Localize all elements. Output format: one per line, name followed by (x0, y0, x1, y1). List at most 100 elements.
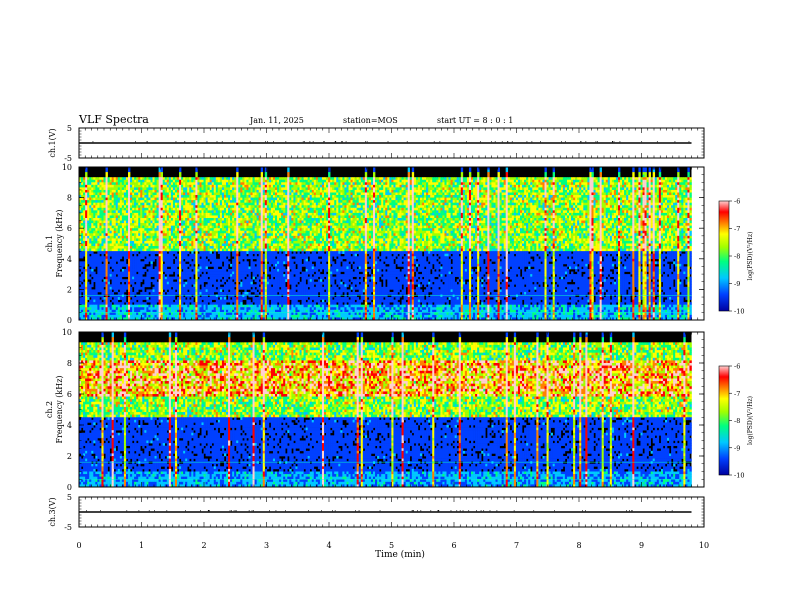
spectrogram-cell (485, 210, 487, 213)
spectrogram-cell (467, 208, 469, 211)
spectrogram-cell (612, 193, 614, 196)
spectrogram-cell (202, 193, 204, 196)
spectrogram-cell (157, 208, 159, 211)
spectrogram-cell (222, 198, 224, 201)
spectrogram-cell (281, 213, 283, 216)
spectrogram-cell (587, 185, 589, 188)
spectrogram-cell (302, 177, 304, 180)
spectrogram-cell (240, 210, 242, 213)
spectrogram-cell (400, 187, 402, 190)
spectrogram-cell (150, 205, 152, 208)
spectrogram-cell (667, 208, 669, 211)
spectrogram-cell (551, 187, 553, 190)
spectrogram-cell (516, 180, 518, 183)
spectrogram-cell (395, 203, 397, 206)
spectrogram-cell (263, 203, 265, 206)
spectrogram-cell (373, 208, 375, 211)
spectrogram-cell (395, 208, 397, 211)
spectrogram-cell (545, 190, 547, 193)
spectrogram-cell (316, 210, 318, 213)
spectrogram-cell (591, 170, 593, 173)
spectrogram-cell (271, 198, 273, 201)
spectrogram-cell (293, 200, 295, 203)
spectrogram-cell (302, 185, 304, 188)
spectrogram-cell (157, 215, 159, 218)
spectrogram-cell (424, 208, 426, 211)
spectrogram-cell (267, 210, 269, 213)
spectrogram-cell (440, 180, 442, 183)
spectrogram-cell (89, 182, 91, 185)
spectrogram-cell (91, 195, 93, 198)
spectrogram-cell (400, 177, 402, 180)
spectrogram-cell (579, 193, 581, 196)
spectrogram-cell (116, 193, 118, 196)
spectrogram-cell (643, 203, 645, 206)
spectrogram-cell (257, 210, 259, 213)
spectrogram-cell (500, 193, 502, 196)
spectrogram-cell (545, 210, 547, 213)
spectrogram-cell (604, 200, 606, 203)
spectrogram-cell (428, 203, 430, 206)
spectrogram-cell (469, 180, 471, 183)
spectrogram-cell (208, 208, 210, 211)
spectrogram-cell (442, 210, 444, 213)
spectrogram-cell (512, 180, 514, 183)
spectrogram-cell (455, 203, 457, 206)
spectrogram-cell (293, 205, 295, 208)
spectrogram-cell (393, 182, 395, 185)
spectrogram-cell (683, 185, 685, 188)
spectrogram-cell (197, 187, 199, 190)
spectrogram-cell (455, 185, 457, 188)
spectrogram-cell (489, 200, 491, 203)
spectrogram-cell (344, 190, 346, 193)
spectrogram-cell (575, 208, 577, 211)
spectrogram-cell (169, 205, 171, 208)
spectrogram-cell (395, 193, 397, 196)
spectrogram-cell (118, 215, 120, 218)
spectrogram-cell (489, 210, 491, 213)
spectrogram-cell (140, 193, 142, 196)
spectrogram-cell (226, 208, 228, 211)
spectrogram-cell (457, 185, 459, 188)
spectrogram-cell (167, 187, 169, 190)
spectrogram-cell (545, 198, 547, 201)
spectrogram-cell (375, 205, 377, 208)
spectrogram-cell (628, 210, 630, 213)
spectrogram-cell (673, 190, 675, 193)
spectrogram-cell (269, 190, 271, 193)
spectrogram-cell (491, 210, 493, 213)
spectrogram-cell (140, 187, 142, 190)
spectrogram-cell (385, 177, 387, 180)
spectrogram-cell (493, 208, 495, 211)
spectrogram-cell (136, 180, 138, 183)
spectrogram-cell (146, 190, 148, 193)
spectrogram-cell (522, 182, 524, 185)
spectrogram-cell (532, 190, 534, 193)
spectrogram-cell (316, 187, 318, 190)
spectrogram-cell (263, 190, 265, 193)
spectrogram-cell (496, 210, 498, 213)
spectrogram-cell (293, 208, 295, 211)
spectrogram-cell (126, 187, 128, 190)
spectrogram-cell (463, 185, 465, 188)
spectrogram-cell (89, 213, 91, 216)
spectrogram-cell (99, 200, 101, 203)
spectrogram-cell (324, 187, 326, 190)
spectrogram-cell (477, 187, 479, 190)
spectrogram-cell (283, 200, 285, 203)
spectrogram-cell (596, 205, 598, 208)
spectrogram-cell (195, 177, 197, 180)
spectrogram-cell (195, 210, 197, 213)
spectrogram-cell (85, 172, 87, 175)
spectrogram-cell (502, 200, 504, 203)
spectrogram-cell (483, 198, 485, 201)
spectrogram-cell (95, 187, 97, 190)
spectrogram-cell (377, 180, 379, 183)
spectrogram-cell (604, 203, 606, 206)
spectrogram-cell (651, 180, 653, 183)
spectrogram-cell (663, 198, 665, 201)
spectrogram-cell (287, 180, 289, 183)
spectrogram-cell (375, 180, 377, 183)
spectrogram-cell (175, 177, 177, 180)
spectrogram-cell (365, 198, 367, 201)
